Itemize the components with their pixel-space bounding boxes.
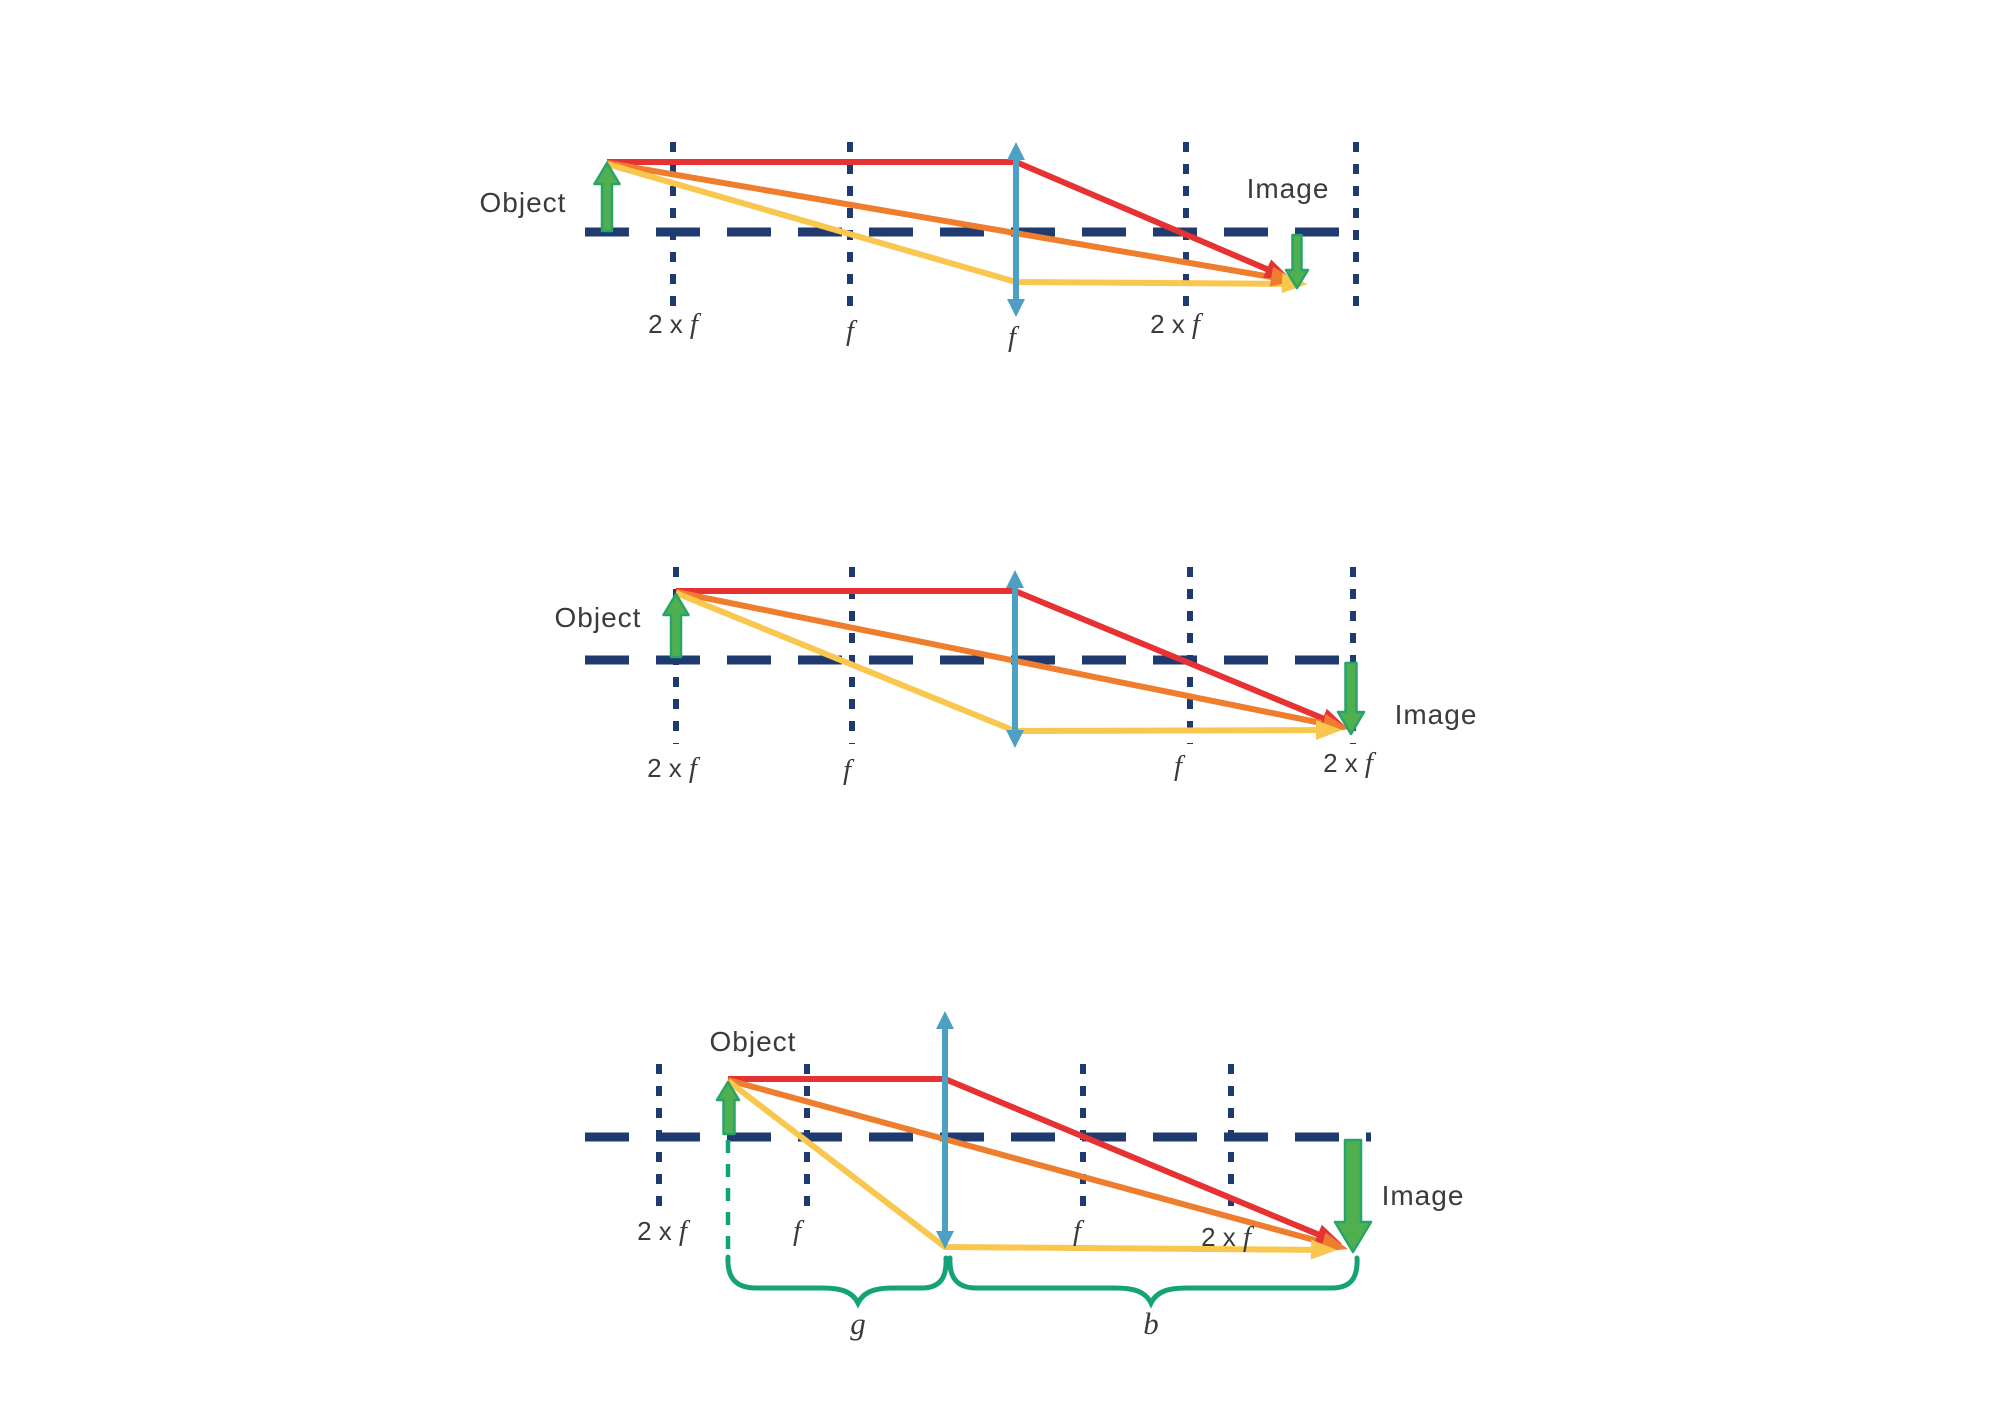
- distance-label-g: g: [850, 1306, 866, 1341]
- tick-f-right: f: [1073, 1215, 1085, 1247]
- tick-f-left: f: [793, 1215, 805, 1247]
- object-arrow: [593, 161, 621, 233]
- tick-f-right: f: [1174, 750, 1186, 782]
- ray-central-orange: [727, 1077, 1341, 1250]
- lens-arrowhead-bottom: [1007, 299, 1025, 317]
- tick-f-right: f: [1008, 321, 1020, 353]
- image-label: Image: [1395, 699, 1478, 730]
- object-label: Object: [555, 602, 642, 633]
- image-arrow: [1336, 661, 1366, 736]
- tick-f-left: f: [843, 754, 855, 786]
- object-arrow: [662, 592, 690, 659]
- image-arrow: [1284, 233, 1310, 290]
- image-label: Image: [1247, 173, 1330, 204]
- tick-f-left: f: [846, 315, 858, 347]
- yellow-ray-arrowhead: [1310, 1239, 1337, 1260]
- yellow-ray-arrowhead: [1316, 720, 1342, 740]
- ray-central-orange: [606, 160, 1290, 283]
- distance-label-b: b: [1143, 1306, 1159, 1341]
- object-arrow: [715, 1080, 741, 1136]
- image-arrow: [1333, 1138, 1373, 1254]
- lens-arrowhead-bottom: [1006, 730, 1024, 748]
- brace-image-distance: [947, 1255, 1360, 1309]
- lens-arrowhead-top: [1006, 570, 1024, 588]
- object-label: Object: [710, 1026, 797, 1057]
- ray-central-orange: [675, 589, 1342, 730]
- image-label: Image: [1382, 1180, 1465, 1211]
- lens-arrowhead-top: [1007, 142, 1025, 160]
- lens-arrowhead-top: [936, 1011, 954, 1029]
- brace-object-distance: [725, 1254, 949, 1309]
- object-label: Object: [480, 187, 567, 218]
- lens-arrowhead-bottom: [936, 1231, 954, 1249]
